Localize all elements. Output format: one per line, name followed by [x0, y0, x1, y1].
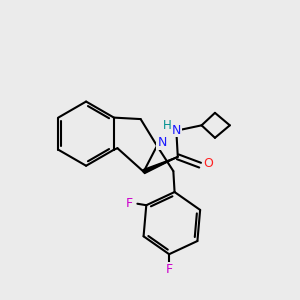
- Text: N: N: [172, 124, 181, 136]
- Text: H: H: [162, 119, 171, 132]
- Polygon shape: [143, 157, 178, 174]
- Text: O: O: [203, 157, 213, 170]
- Text: F: F: [166, 262, 173, 276]
- Text: F: F: [126, 197, 133, 210]
- Text: N: N: [158, 136, 167, 149]
